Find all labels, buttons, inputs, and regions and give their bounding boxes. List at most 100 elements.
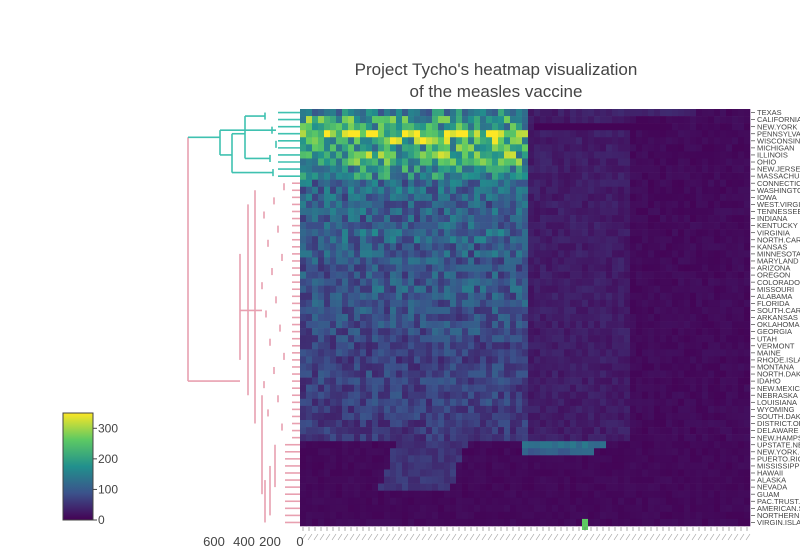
heatmap-cell bbox=[570, 123, 577, 131]
heatmap-cell bbox=[510, 335, 517, 343]
heatmap-cell bbox=[558, 193, 565, 202]
heatmap-cell bbox=[618, 292, 625, 301]
heatmap-cell bbox=[396, 349, 403, 357]
heatmap-cell bbox=[432, 236, 439, 244]
heatmap-cell bbox=[510, 448, 517, 456]
heatmap-cell bbox=[312, 427, 319, 435]
heatmap-cell bbox=[540, 243, 547, 251]
heatmap-cell bbox=[558, 455, 565, 463]
heatmap-cell bbox=[672, 179, 679, 188]
heatmap-cell bbox=[396, 427, 403, 435]
heatmap-cell bbox=[318, 109, 325, 117]
heatmap-cell bbox=[450, 405, 457, 414]
heatmap-cell bbox=[342, 123, 349, 131]
heatmap-cell bbox=[444, 299, 451, 308]
heatmap-cell bbox=[714, 271, 721, 279]
heatmap-cell bbox=[438, 342, 445, 350]
heatmap-cell bbox=[354, 193, 361, 202]
heatmap-cell bbox=[522, 165, 529, 173]
heatmap-cell bbox=[684, 229, 691, 237]
heatmap-cell bbox=[540, 313, 547, 322]
heatmap-cell bbox=[660, 391, 667, 400]
heatmap-cell bbox=[420, 207, 427, 216]
heatmap-cell bbox=[732, 123, 739, 131]
row-label: NEVADA bbox=[757, 483, 787, 492]
heatmap-cell bbox=[504, 313, 511, 322]
heatmap-cell bbox=[672, 299, 679, 308]
heatmap-cell bbox=[582, 229, 589, 237]
heatmap-cell bbox=[570, 391, 577, 400]
heatmap-cell bbox=[414, 391, 421, 400]
heatmap-cell bbox=[522, 462, 529, 470]
heatmap-cell bbox=[402, 412, 409, 421]
heatmap-cell bbox=[468, 165, 475, 173]
heatmap-cell bbox=[594, 335, 601, 343]
heatmap-cell bbox=[576, 349, 583, 357]
heatmap-cell bbox=[462, 370, 469, 378]
row-label: MAINE bbox=[757, 348, 781, 357]
heatmap-cell bbox=[738, 363, 745, 371]
heatmap-cell bbox=[744, 207, 751, 216]
heatmap-cell bbox=[300, 137, 307, 145]
heatmap-cell bbox=[336, 412, 343, 421]
heatmap-cell bbox=[648, 518, 655, 527]
heatmap-cell bbox=[546, 448, 553, 456]
heatmap-cell bbox=[534, 123, 541, 131]
heatmap-cell bbox=[582, 193, 589, 202]
heatmap-cell bbox=[468, 434, 475, 442]
heatmap-cell bbox=[336, 490, 343, 499]
heatmap-cell bbox=[678, 229, 685, 237]
row-label: MONTANA bbox=[757, 363, 794, 372]
heatmap-cell bbox=[378, 130, 385, 138]
heatmap-cell bbox=[696, 200, 703, 209]
heatmap-cell bbox=[438, 109, 445, 117]
heatmap-cell bbox=[618, 412, 625, 421]
heatmap-cell bbox=[396, 462, 403, 470]
heatmap-cell bbox=[714, 236, 721, 244]
heatmap-cell bbox=[354, 236, 361, 244]
heatmap-cell bbox=[444, 207, 451, 216]
heatmap-cell bbox=[420, 511, 427, 520]
heatmap-cell bbox=[462, 490, 469, 499]
heatmap-cell bbox=[324, 412, 331, 421]
heatmap-cell bbox=[600, 257, 607, 265]
heatmap-cell bbox=[342, 250, 349, 258]
heatmap-cell bbox=[444, 342, 451, 350]
heatmap-cell bbox=[660, 462, 667, 470]
heatmap-cell bbox=[552, 377, 559, 385]
heatmap-cell bbox=[492, 356, 499, 364]
heatmap-cell bbox=[384, 207, 391, 216]
heatmap-cell bbox=[630, 285, 637, 294]
heatmap-cell bbox=[552, 215, 559, 223]
heatmap-cell bbox=[588, 455, 595, 463]
heatmap-cell bbox=[648, 434, 655, 442]
heatmap-cell bbox=[498, 299, 505, 308]
heatmap-cell bbox=[426, 405, 433, 414]
heatmap-cell bbox=[738, 229, 745, 237]
heatmap-cell bbox=[630, 222, 637, 230]
heatmap-cell bbox=[726, 130, 733, 138]
heatmap-cell bbox=[744, 306, 751, 315]
heatmap-cell bbox=[588, 434, 595, 442]
heatmap-cell bbox=[462, 172, 469, 180]
heatmap-cell bbox=[336, 356, 343, 364]
heatmap-cell bbox=[642, 151, 649, 159]
heatmap-cell bbox=[318, 391, 325, 400]
heatmap-cell bbox=[342, 229, 349, 237]
heatmap-cell bbox=[648, 377, 655, 385]
heatmap-cell bbox=[618, 490, 625, 499]
heatmap-cell bbox=[318, 130, 325, 138]
heatmap-cell bbox=[642, 504, 649, 513]
heatmap-cell bbox=[348, 434, 355, 442]
heatmap-cell bbox=[438, 455, 445, 463]
heatmap-cell bbox=[522, 207, 529, 216]
heatmap-cell bbox=[564, 335, 571, 343]
heatmap-cell bbox=[744, 504, 751, 513]
heatmap-cell bbox=[366, 123, 373, 131]
heatmap-cell bbox=[738, 137, 745, 145]
heatmap-cell bbox=[468, 335, 475, 343]
heatmap-cell bbox=[552, 384, 559, 393]
heatmap-cell bbox=[606, 398, 613, 407]
heatmap-cell bbox=[708, 321, 715, 329]
heatmap-cell bbox=[516, 215, 523, 223]
